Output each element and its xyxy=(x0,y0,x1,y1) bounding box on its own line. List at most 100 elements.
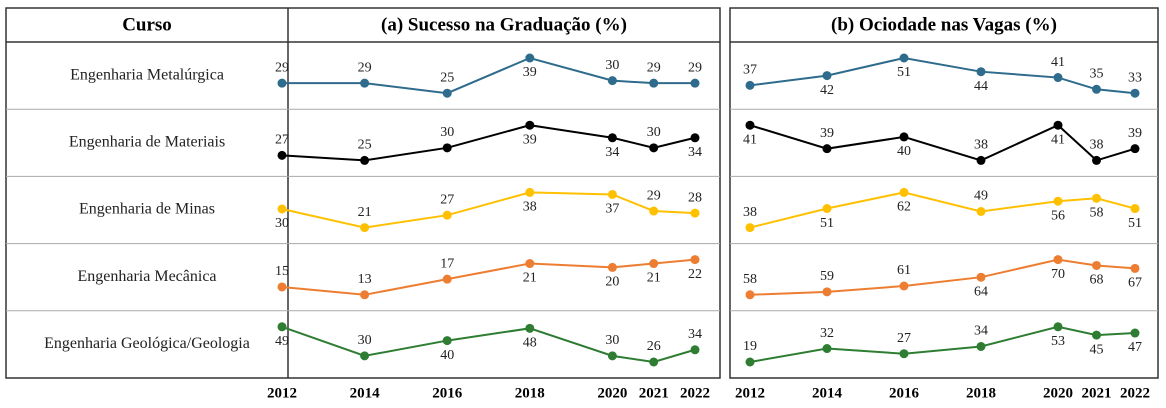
point xyxy=(525,323,535,333)
data-label: 22 xyxy=(688,267,702,282)
data-label: 39 xyxy=(1128,126,1142,141)
point xyxy=(1092,193,1101,203)
data-label: 21 xyxy=(647,271,661,286)
data-label: 33 xyxy=(1128,70,1142,85)
data-label: 27 xyxy=(440,192,454,207)
data-label: 38 xyxy=(974,138,988,153)
data-label: 68 xyxy=(1090,273,1104,288)
point xyxy=(822,71,832,81)
line xyxy=(749,191,1136,229)
point xyxy=(822,344,832,354)
panel-title: (a) Sucesso na Graduação (%) xyxy=(381,14,627,35)
point xyxy=(649,143,659,153)
data-label: 53 xyxy=(1051,334,1065,349)
point xyxy=(649,357,659,367)
data-label: 67 xyxy=(1128,276,1142,291)
point xyxy=(649,78,659,88)
data-label: 30 xyxy=(647,125,661,140)
data-label: 61 xyxy=(897,263,911,278)
point xyxy=(899,281,909,291)
data-label: 32 xyxy=(820,326,834,341)
line xyxy=(281,124,696,162)
x-tick-label: 2016 xyxy=(432,385,463,401)
data-label: 47 xyxy=(1128,340,1142,355)
point xyxy=(822,287,832,297)
point xyxy=(745,223,755,233)
data-label: 37 xyxy=(605,202,619,217)
course-label: Engenharia Mecânica xyxy=(77,268,216,285)
point xyxy=(1092,84,1101,94)
data-label: 39 xyxy=(523,65,537,80)
point xyxy=(277,322,287,332)
course-label: Engenharia Geológica/Geologia xyxy=(44,335,250,352)
data-label: 29 xyxy=(688,60,702,75)
point xyxy=(899,53,909,63)
table-border-a xyxy=(5,7,721,379)
point xyxy=(899,187,909,197)
point xyxy=(745,290,755,300)
x-tick-label: 2018 xyxy=(966,385,996,401)
point xyxy=(360,351,370,361)
data-label: 41 xyxy=(743,132,757,147)
data-label: 70 xyxy=(1051,267,1065,282)
point xyxy=(822,144,832,154)
line xyxy=(281,325,696,364)
x-tick-label: 2014 xyxy=(812,385,843,401)
data-label: 64 xyxy=(974,284,988,299)
point xyxy=(690,345,700,355)
point xyxy=(745,120,755,130)
point xyxy=(277,204,287,214)
data-label: 41 xyxy=(1051,132,1065,147)
point xyxy=(525,259,535,269)
data-label: 29 xyxy=(275,60,289,75)
point xyxy=(277,150,287,160)
point xyxy=(1130,328,1140,338)
data-label: 17 xyxy=(440,256,454,271)
data-label: 40 xyxy=(897,144,911,159)
data-label: 29 xyxy=(358,60,372,75)
data-label: 51 xyxy=(1128,216,1142,231)
point xyxy=(1092,330,1101,340)
data-label: 27 xyxy=(897,331,911,346)
line xyxy=(749,325,1136,363)
course-label: Engenharia Metalúrgica xyxy=(70,66,224,83)
data-label: 38 xyxy=(1090,138,1104,153)
point xyxy=(607,133,617,143)
point xyxy=(649,259,659,269)
column-header: Curso xyxy=(122,14,172,35)
point xyxy=(1130,144,1140,154)
x-tick-label: 2014 xyxy=(350,385,381,401)
data-label: 34 xyxy=(688,327,702,342)
point xyxy=(525,120,535,130)
x-tick-label: 2021 xyxy=(639,385,669,401)
data-label: 35 xyxy=(1090,67,1104,82)
data-label: 21 xyxy=(358,205,372,220)
data-label: 34 xyxy=(974,324,988,339)
data-label: 13 xyxy=(358,272,372,287)
point xyxy=(442,143,452,153)
data-label: 29 xyxy=(647,60,661,75)
data-label: 29 xyxy=(647,188,661,203)
point xyxy=(976,206,986,216)
point xyxy=(607,262,617,272)
point xyxy=(607,351,617,361)
point xyxy=(1053,120,1063,130)
x-tick-label: 2018 xyxy=(515,385,545,401)
point xyxy=(899,132,909,142)
point xyxy=(976,67,986,77)
course-label: Engenharia de Materiais xyxy=(69,133,225,150)
data-label: 21 xyxy=(523,271,537,286)
data-label: 58 xyxy=(743,272,757,287)
data-label: 45 xyxy=(1090,342,1104,357)
point xyxy=(745,80,755,90)
point xyxy=(690,208,700,218)
course-label: Engenharia de Minas xyxy=(79,201,215,218)
data-label: 51 xyxy=(897,65,911,80)
data-label: 51 xyxy=(820,216,834,231)
data-label: 49 xyxy=(275,334,289,349)
point xyxy=(690,255,700,265)
point xyxy=(607,76,617,86)
point xyxy=(1053,255,1063,265)
point xyxy=(1053,73,1063,83)
